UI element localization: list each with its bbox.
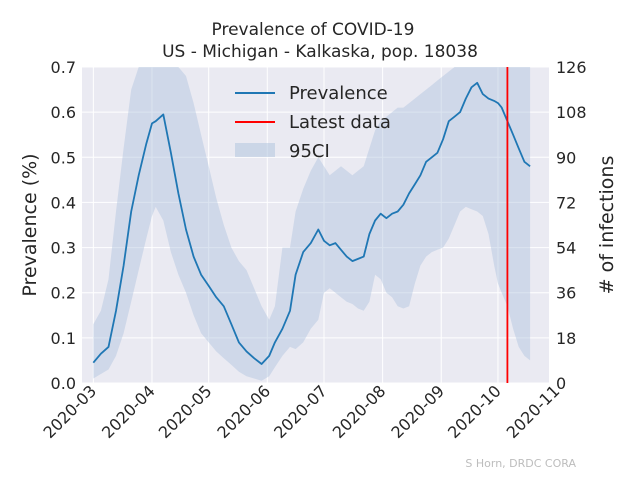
y-tick-label-left: 0.7 bbox=[51, 58, 76, 77]
x-gridlines bbox=[92, 67, 499, 383]
legend-label-ci: 95CI bbox=[289, 141, 330, 162]
credit-text: S Horn, DRDC CORA bbox=[465, 457, 576, 470]
y-tick-label-left: 0.6 bbox=[51, 103, 76, 122]
ci-band bbox=[93, 67, 531, 381]
y-tick-label-right: 90 bbox=[556, 148, 576, 167]
y-tick-label-left: 0.5 bbox=[51, 148, 76, 167]
y-tick-label-left: 0.1 bbox=[51, 329, 76, 348]
y-ticks-left: 0.0 0.1 0.2 0.3 0.4 0.5 0.6 0.7 bbox=[51, 58, 76, 393]
chart-subtitle: US - Michigan - Kalkaska, pop. 18038 bbox=[162, 42, 478, 62]
y-tick-label-right: 72 bbox=[556, 193, 576, 212]
y-tick-label-right: 108 bbox=[556, 103, 587, 122]
y-tick-label-left: 0.4 bbox=[51, 193, 76, 212]
y-axis-label-right: # of infections bbox=[596, 156, 618, 295]
y-gridlines bbox=[82, 66, 549, 384]
plot-area bbox=[82, 67, 549, 383]
y-tick-label-right: 18 bbox=[556, 329, 576, 348]
y-tick-label-left: 0.2 bbox=[51, 284, 76, 303]
y-tick-label-left: 0.3 bbox=[51, 239, 76, 258]
legend-swatch-ci bbox=[235, 143, 275, 157]
y-tick-label-right: 54 bbox=[556, 239, 576, 258]
y-tick-label-right: 36 bbox=[556, 284, 576, 303]
legend-label-latest: Latest data bbox=[289, 112, 391, 133]
legend-label-prevalence: Prevalence bbox=[289, 83, 388, 104]
y-tick-label-right: 0 bbox=[556, 374, 566, 393]
y-tick-label-left: 0.0 bbox=[51, 374, 76, 393]
y-axis-label-left: Prevalence (%) bbox=[19, 153, 41, 296]
y-tick-label-right: 126 bbox=[556, 58, 587, 77]
legend: Prevalence Latest data 95CI bbox=[235, 83, 391, 162]
prevalence-line bbox=[92, 81, 531, 365]
y-ticks-right: 0 18 36 54 72 90 108 126 bbox=[556, 58, 587, 393]
chart-title: Prevalence of COVID-19 bbox=[212, 20, 415, 40]
